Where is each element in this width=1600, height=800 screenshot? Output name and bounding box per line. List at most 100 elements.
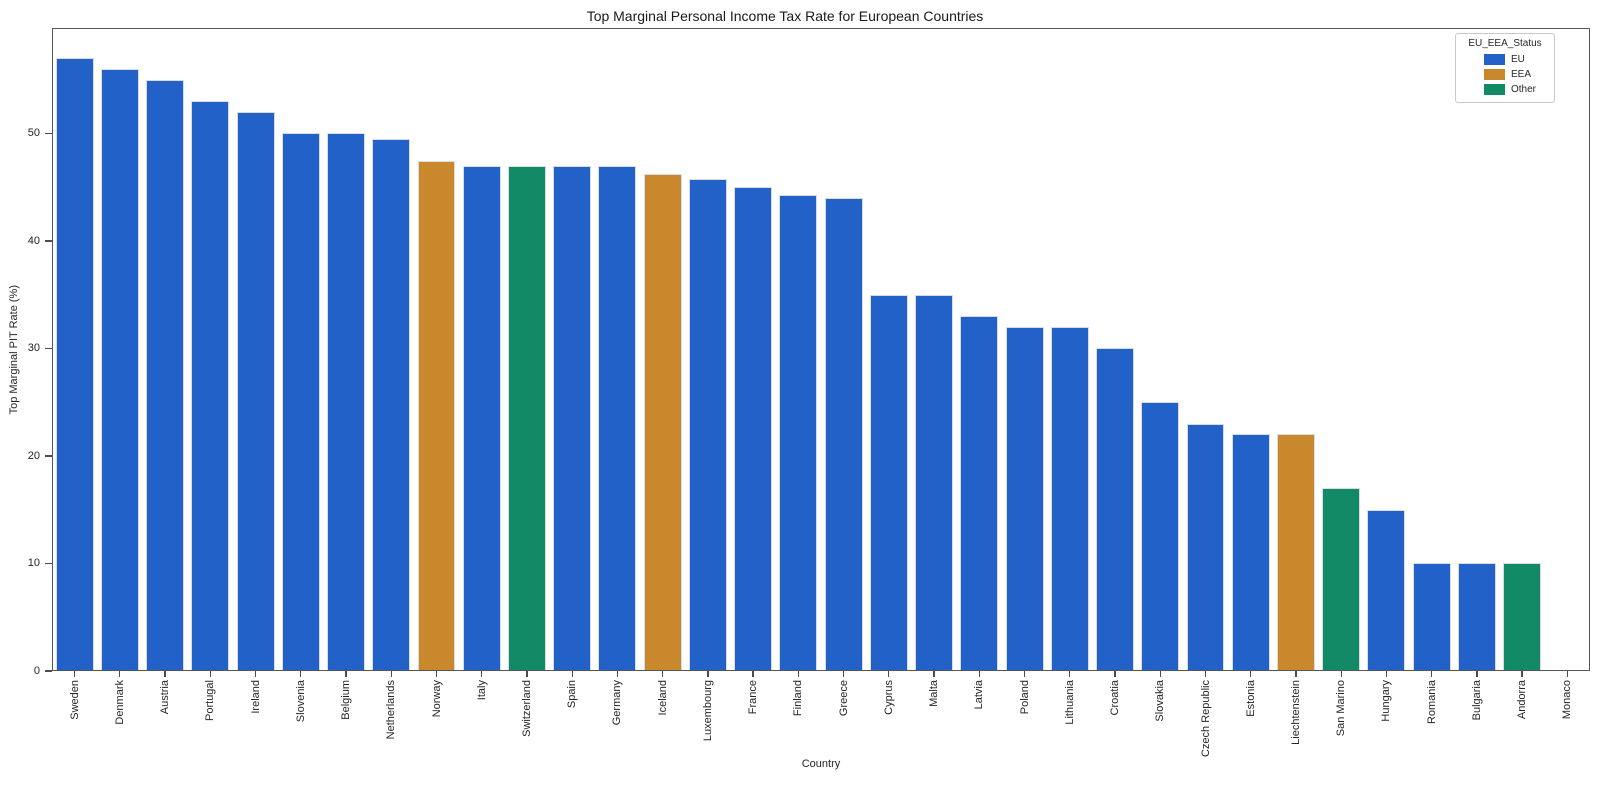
x-tick-label-lithuania: Lithuania (1063, 680, 1076, 725)
x-tick-label-switzerland: Switzerland (520, 680, 533, 737)
x-tick-label-san-marino: San Marino (1335, 680, 1348, 737)
x-tick (526, 671, 528, 677)
x-tick-label-italy: Italy (475, 680, 488, 701)
bar-italy (462, 165, 501, 671)
y-axis-label-wrap: Top Marginal PIT Rate (%) (8, 28, 20, 671)
x-tick (254, 671, 257, 677)
legend-item-other: Other (1456, 82, 1554, 97)
x-tick-label-cyprus: Cyprus (882, 680, 895, 715)
x-tick-label-iceland: Iceland (656, 680, 669, 716)
x-tick-label-latvia: Latvia (973, 680, 986, 710)
y-axis-label: Top Marginal PIT Rate (%) (8, 284, 20, 415)
bar-liechtenstein (1276, 434, 1315, 671)
legend-title: EU_EEA_Status (1468, 38, 1542, 49)
bar-portugal (191, 101, 230, 671)
y-tick (45, 347, 52, 350)
x-tick-label-hungary: Hungary (1380, 680, 1393, 722)
x-tick-label-denmark: Denmark (113, 680, 126, 725)
y-tick-label: 10 (27, 557, 40, 570)
bar-slovakia (1141, 402, 1180, 671)
bar-greece (824, 197, 863, 671)
x-tick (616, 671, 619, 677)
bar-bulgaria (1457, 563, 1496, 671)
x-tick-label-sweden: Sweden (68, 680, 81, 720)
plot-area (52, 28, 1590, 671)
x-tick (1250, 671, 1252, 677)
x-tick-label-netherlands: Netherlands (385, 680, 398, 740)
x-tick-label-czech-republic: Czech Republic (1199, 680, 1212, 758)
bar-luxembourg (688, 178, 727, 671)
x-tick (1114, 671, 1116, 677)
bar-croatia (1096, 348, 1134, 671)
bar-cyprus (869, 294, 908, 671)
x-tick (1204, 671, 1207, 677)
legend-label-other: Other (1511, 84, 1537, 95)
x-tick (978, 671, 980, 677)
bar-czech-republic (1186, 423, 1225, 671)
x-tick (209, 671, 211, 677)
legend-item-eu: EU (1456, 52, 1554, 67)
x-tick-label-monaco: Monaco (1561, 680, 1574, 720)
legend-swatch-other (1484, 84, 1505, 95)
x-tick (752, 671, 754, 677)
y-tick-label: 40 (27, 234, 40, 247)
x-tick-label-slovenia: Slovenia (294, 680, 307, 723)
x-tick (435, 671, 438, 677)
x-tick (73, 671, 76, 677)
x-tick (571, 671, 573, 677)
bar-ireland (236, 111, 275, 671)
x-tick (933, 671, 935, 677)
bar-france (734, 187, 773, 671)
x-tick (1023, 671, 1026, 677)
y-tick (45, 455, 52, 457)
bar-estonia (1231, 434, 1270, 671)
x-tick (1476, 671, 1478, 677)
x-tick-label-norway: Norway (430, 680, 443, 718)
x-tick-label-belgium: Belgium (340, 680, 353, 720)
x-tick-label-spain: Spain (566, 680, 579, 709)
bar-germany (598, 165, 637, 671)
bar-sweden (55, 58, 94, 671)
legend-swatch-eea (1484, 69, 1505, 80)
x-tick-label-poland: Poland (1018, 680, 1031, 715)
bar-spain (553, 165, 592, 671)
x-tick-label-portugal: Portugal (204, 680, 217, 721)
x-tick-label-slovakia: Slovakia (1154, 680, 1167, 722)
legend-label-eea: EEA (1511, 69, 1532, 80)
x-tick-label-estonia: Estonia (1244, 680, 1257, 717)
x-tick (797, 671, 800, 677)
bar-malta (915, 294, 954, 671)
x-tick-label-france: France (747, 680, 760, 715)
x-tick-label-croatia: Croatia (1109, 680, 1122, 716)
x-tick-label-germany: Germany (611, 680, 624, 726)
x-tick (164, 671, 166, 677)
bar-belgium (327, 133, 365, 671)
y-tick-label: 30 (27, 342, 40, 355)
x-tick (1431, 671, 1433, 677)
bar-norway (417, 161, 456, 671)
legend-item-eea: EEA (1456, 67, 1554, 82)
y-tick-label: 50 (27, 127, 40, 140)
x-tick-label-greece: Greece (837, 680, 850, 717)
bar-hungary (1367, 509, 1406, 671)
x-tick (1521, 671, 1523, 677)
x-tick (1069, 671, 1071, 677)
bar-san-marino (1322, 488, 1361, 671)
bar-poland (1005, 326, 1044, 671)
x-tick-label-luxembourg: Luxembourg (701, 680, 714, 742)
x-tick (662, 671, 664, 677)
bar-andorra (1503, 563, 1542, 671)
bar-latvia (960, 316, 999, 671)
x-tick (481, 671, 483, 677)
x-tick (1566, 671, 1569, 677)
x-tick-label-bulgaria: Bulgaria (1470, 680, 1483, 721)
legend-items: EU EEA Other (1456, 52, 1554, 97)
x-tick (1295, 671, 1297, 677)
x-tick (1385, 671, 1388, 677)
y-tick (45, 670, 52, 672)
y-tick (45, 132, 52, 135)
x-tick-label-malta: Malta (928, 680, 941, 707)
x-tick (842, 671, 845, 677)
bar-netherlands (372, 138, 411, 671)
